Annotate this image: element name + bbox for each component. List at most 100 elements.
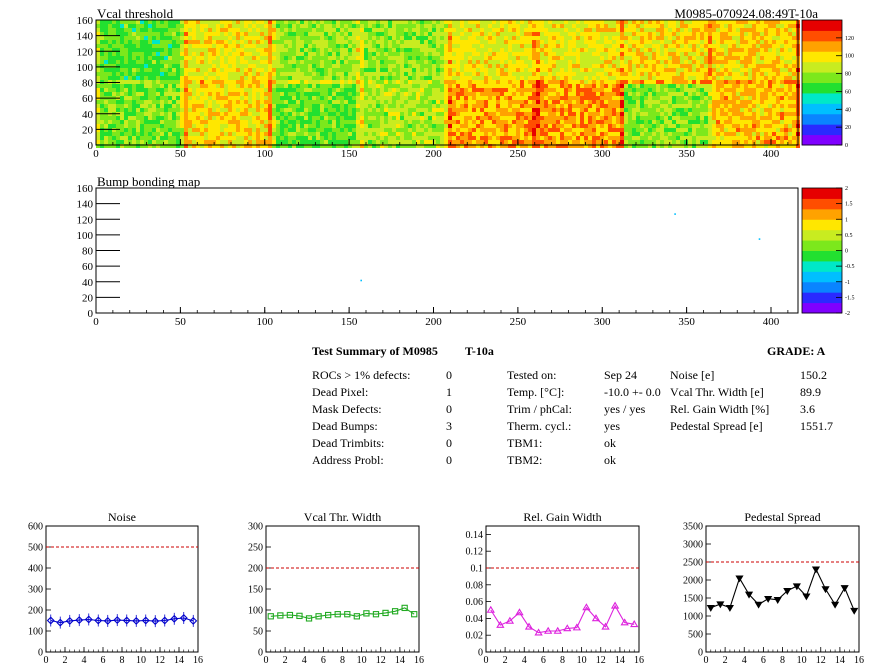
map-cell xyxy=(708,80,712,84)
map-cell xyxy=(108,56,112,60)
map-cell xyxy=(276,80,280,84)
map-cell xyxy=(636,136,640,140)
map-cell xyxy=(356,72,360,76)
map-cell xyxy=(112,20,116,24)
map-cell xyxy=(700,72,704,76)
map-cell xyxy=(176,40,180,44)
map-cell xyxy=(452,64,456,68)
map-cell xyxy=(272,112,276,116)
map-cell xyxy=(628,20,632,24)
map-cell xyxy=(116,120,120,124)
map-cell xyxy=(628,116,632,120)
map-cell xyxy=(660,104,664,108)
map-cell xyxy=(312,36,316,40)
map-cell xyxy=(252,144,256,148)
map-cell xyxy=(132,72,136,76)
map-cell xyxy=(408,48,412,52)
map-cell xyxy=(340,144,344,148)
map-cell xyxy=(556,40,560,44)
map-cell xyxy=(660,136,664,140)
map-cell xyxy=(404,60,408,64)
map-cell xyxy=(132,36,136,40)
map-cell xyxy=(552,32,556,36)
map-cell xyxy=(544,32,548,36)
map-cell xyxy=(124,48,128,52)
map-cell xyxy=(572,88,576,92)
map-cell xyxy=(160,116,164,120)
map-cell xyxy=(408,52,412,56)
map-cell xyxy=(188,68,192,72)
map-cell xyxy=(532,104,536,108)
map-cell xyxy=(140,72,144,76)
map-cell xyxy=(440,96,444,100)
map-cell xyxy=(556,52,560,56)
map-cell xyxy=(588,48,592,52)
map-cell xyxy=(524,96,528,100)
map-cell xyxy=(184,108,188,112)
map-cell xyxy=(228,64,232,68)
map-cell xyxy=(380,84,384,88)
map-cell xyxy=(420,48,424,52)
map-cell xyxy=(344,52,348,56)
map-cell xyxy=(484,80,488,84)
map-cell xyxy=(440,144,444,148)
map-cell xyxy=(352,116,356,120)
map-cell xyxy=(292,32,296,36)
map-cell xyxy=(448,128,452,132)
map-cell xyxy=(248,80,252,84)
map-cell xyxy=(648,40,652,44)
map-cell xyxy=(684,52,688,56)
map-cell xyxy=(628,28,632,32)
map-cell xyxy=(584,92,588,96)
map-cell xyxy=(708,52,712,56)
map-cell xyxy=(312,132,316,136)
map-cell xyxy=(296,120,300,124)
map-cell xyxy=(304,144,308,148)
map-cell xyxy=(100,140,104,144)
map-cell xyxy=(400,60,404,64)
map-cell xyxy=(712,136,716,140)
map-cell xyxy=(204,52,208,56)
map-cell xyxy=(568,40,572,44)
map-cell xyxy=(300,104,304,108)
map-cell xyxy=(540,52,544,56)
map-cell xyxy=(312,80,316,84)
map-cell xyxy=(628,132,632,136)
map-cell xyxy=(276,124,280,128)
map-cell xyxy=(128,76,132,80)
map-cell xyxy=(604,112,608,116)
map-cell xyxy=(616,64,620,68)
map-cell xyxy=(172,76,176,80)
map-cell xyxy=(712,124,716,128)
map-cell xyxy=(268,24,272,28)
map-cell xyxy=(120,132,124,136)
map-cell xyxy=(316,100,320,104)
map-cell xyxy=(200,100,204,104)
map-cell xyxy=(640,56,644,60)
map-cell xyxy=(308,20,312,24)
map-cell xyxy=(716,80,720,84)
map-cell xyxy=(192,84,196,88)
map-cell xyxy=(672,124,676,128)
map-cell xyxy=(624,100,628,104)
map-cell xyxy=(500,20,504,24)
map-cell xyxy=(424,88,428,92)
map-cell xyxy=(404,24,408,28)
map-cell xyxy=(648,144,652,148)
map-cell xyxy=(464,112,468,116)
map-cell xyxy=(284,80,288,84)
map-cell xyxy=(536,112,540,116)
map-cell xyxy=(264,136,268,140)
map-cell xyxy=(248,100,252,104)
map-cell xyxy=(180,44,184,48)
map-cell xyxy=(328,120,332,124)
map-cell xyxy=(112,28,116,32)
map-cell xyxy=(624,76,628,80)
map-cell xyxy=(704,28,708,32)
map-cell xyxy=(188,64,192,68)
map-cell xyxy=(412,144,416,148)
map-cell xyxy=(292,88,296,92)
map-cell xyxy=(236,60,240,64)
map-cell xyxy=(604,144,608,148)
map-cell xyxy=(512,28,516,32)
